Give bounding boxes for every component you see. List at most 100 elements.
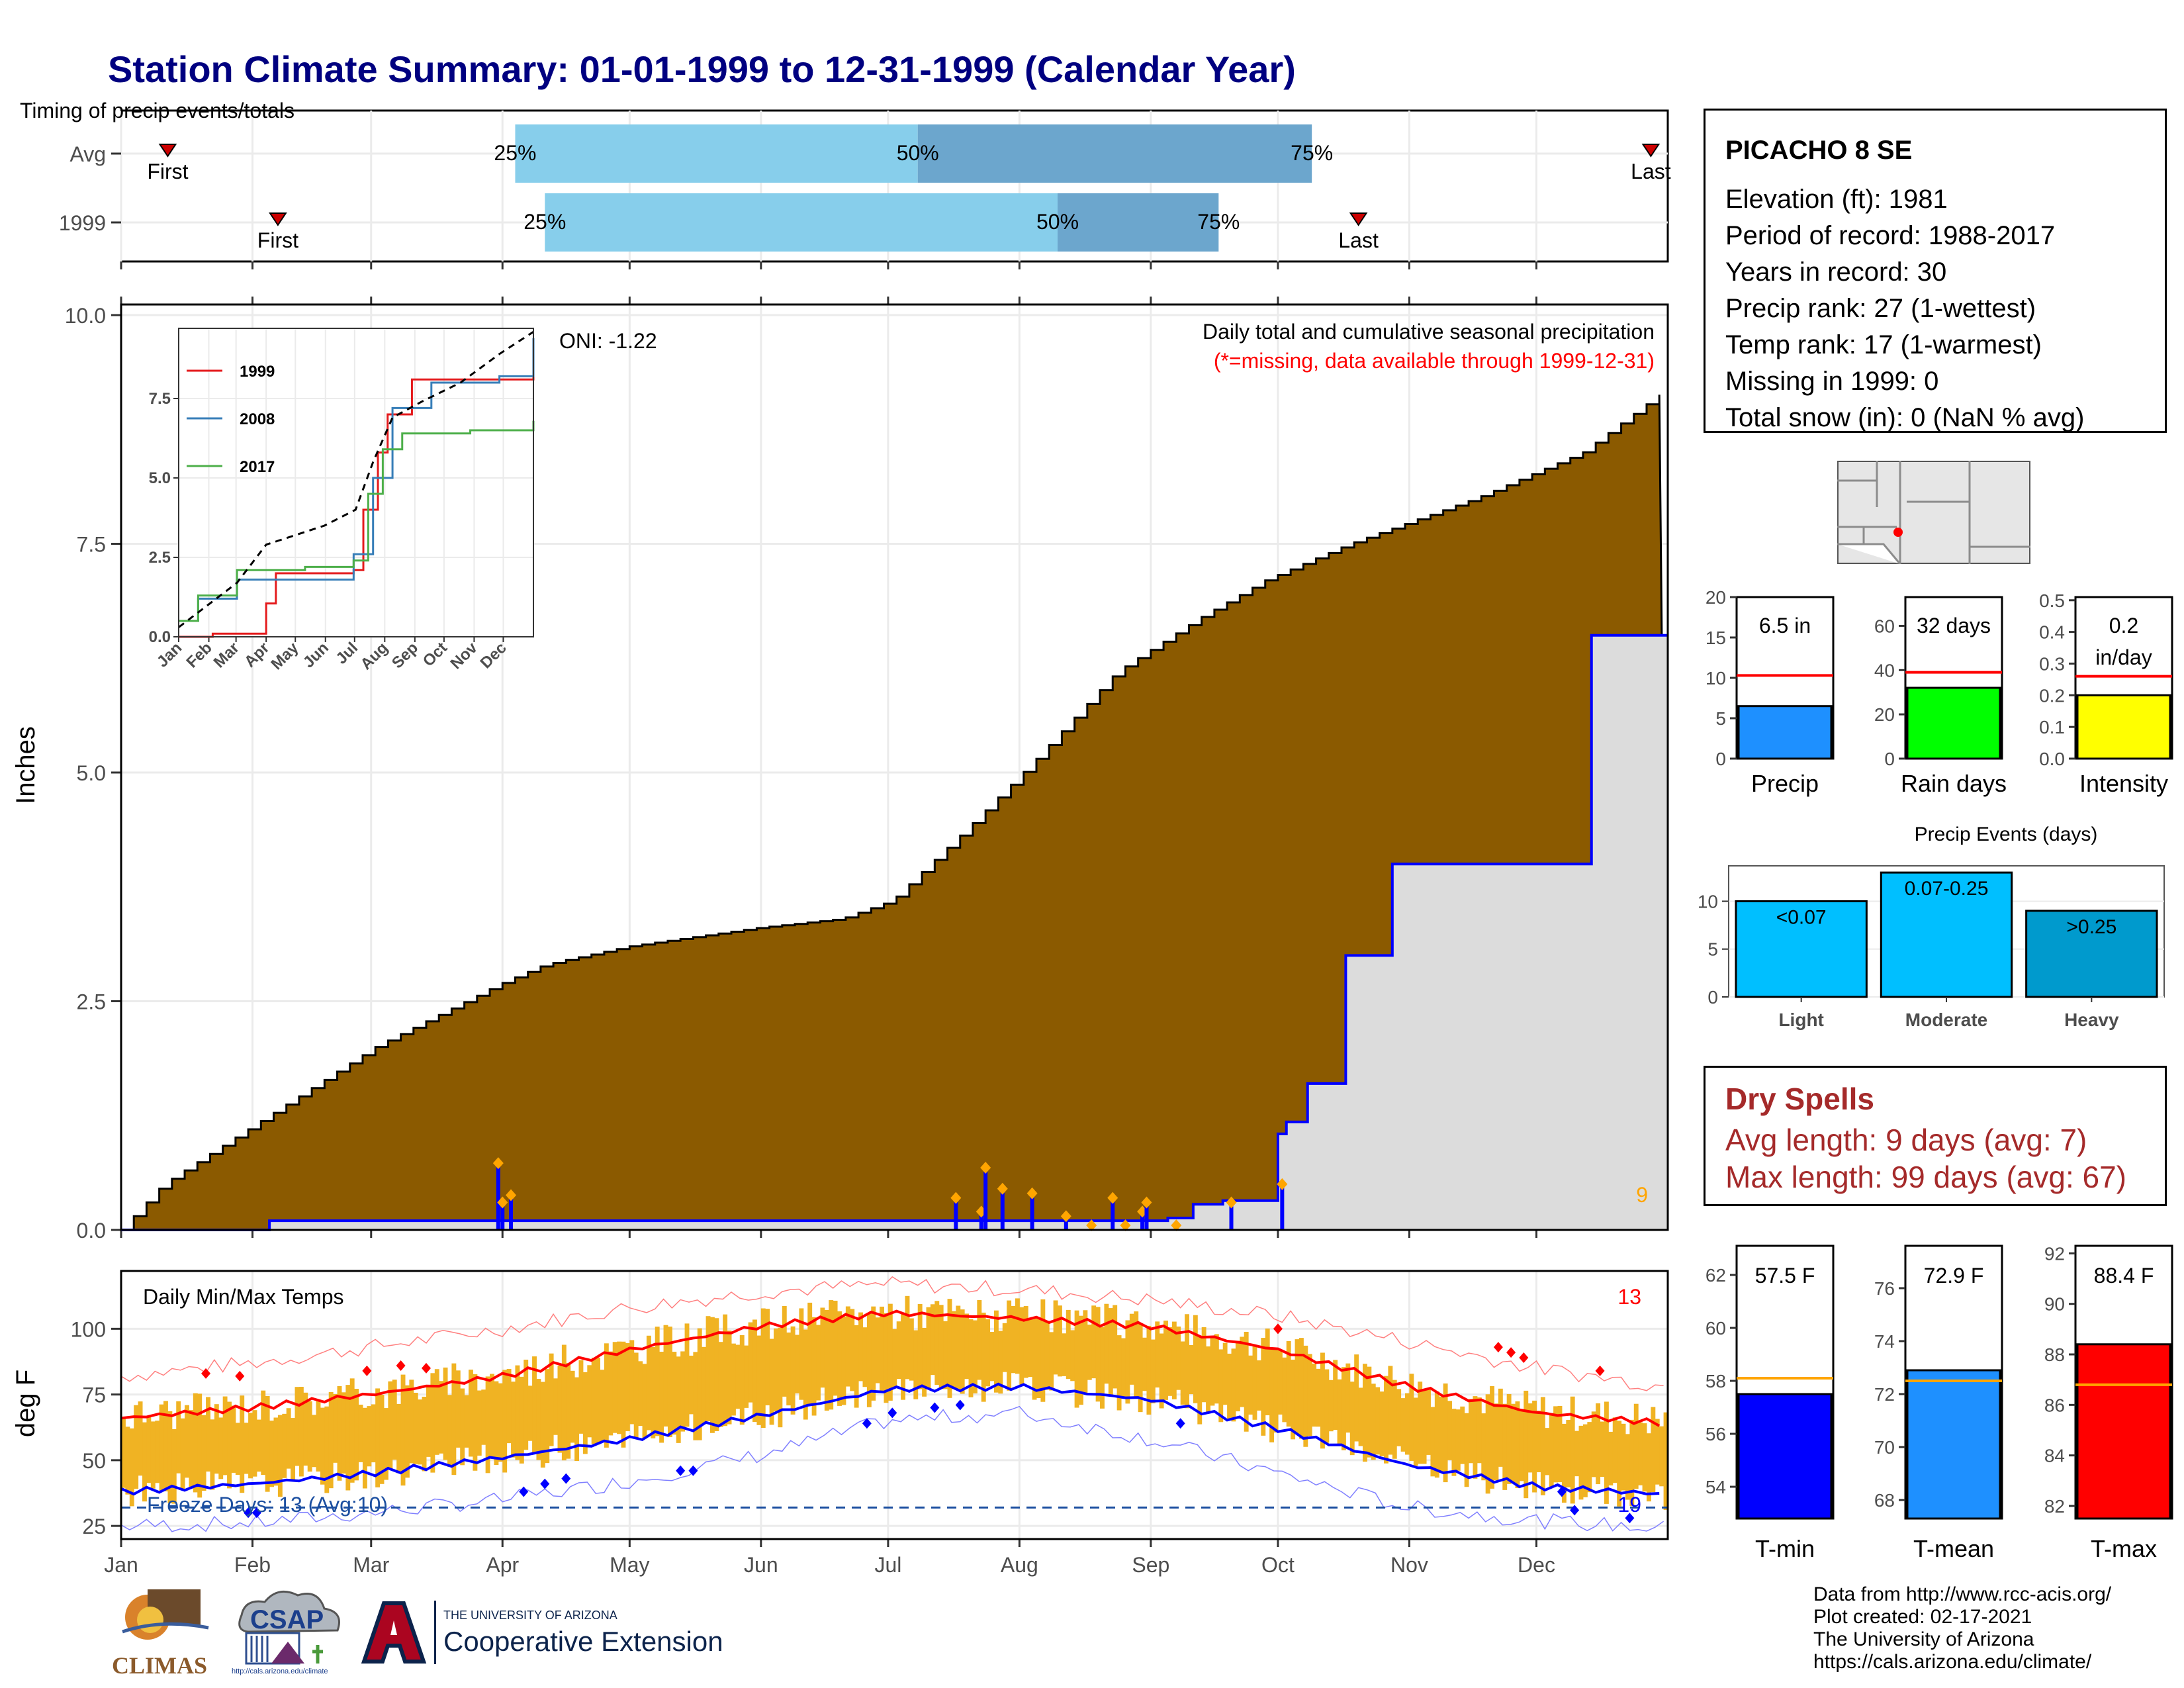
daily-temp-bar bbox=[1477, 1397, 1482, 1464]
daily-temp-bar bbox=[210, 1419, 215, 1490]
daily-temp-bar bbox=[282, 1413, 287, 1478]
daily-temp-bar bbox=[506, 1368, 512, 1444]
daily-temp-bar bbox=[1070, 1330, 1075, 1382]
tmin-category-label: T-min bbox=[1755, 1535, 1815, 1562]
events-y-tick-label: 0 bbox=[1707, 987, 1718, 1008]
daily-temp-bar bbox=[261, 1390, 266, 1476]
daily-temp-bar bbox=[1494, 1403, 1499, 1481]
daily-temp-bar bbox=[434, 1369, 439, 1455]
daily-temp-bar bbox=[167, 1411, 173, 1504]
daily-temp-bar bbox=[307, 1401, 312, 1472]
precip-total-y-tick-label: 0 bbox=[1715, 749, 1726, 769]
precip-total-value-label: 6.5 in bbox=[1759, 614, 1811, 637]
daily-temp-bar bbox=[523, 1359, 529, 1450]
daily-precip-marker bbox=[1060, 1210, 1071, 1223]
record-low-marker bbox=[676, 1465, 686, 1476]
daily-temp-bar bbox=[1104, 1303, 1109, 1384]
daily-temp-bar bbox=[439, 1381, 444, 1454]
daily-temp-bar bbox=[485, 1376, 490, 1474]
daily-temp-bar bbox=[171, 1429, 177, 1504]
location-map bbox=[1837, 461, 2030, 564]
precip-y-tick-label: 0.0 bbox=[77, 1219, 106, 1243]
daily-temp-bar bbox=[1659, 1426, 1664, 1487]
daily-precip-marker bbox=[497, 1196, 508, 1209]
daily-temp-bar bbox=[887, 1303, 893, 1401]
daily-temp-bar bbox=[1604, 1401, 1609, 1504]
daily-temp-bar bbox=[977, 1300, 982, 1380]
daily-temp-bar bbox=[1129, 1313, 1134, 1385]
daily-temp-bar bbox=[1358, 1387, 1363, 1446]
daily-temp-bar bbox=[981, 1312, 986, 1402]
daily-temp-bar bbox=[765, 1309, 770, 1405]
daily-temp-bar bbox=[824, 1309, 829, 1411]
daily-temp-bar bbox=[1218, 1349, 1224, 1423]
daily-precip-marker bbox=[1141, 1196, 1152, 1209]
daily-temp-bar bbox=[659, 1352, 664, 1443]
daily-temp-bar bbox=[1125, 1320, 1130, 1404]
daily-temp-bar bbox=[778, 1327, 783, 1428]
daily-temp-bar bbox=[709, 1317, 715, 1433]
daily-temp-bar bbox=[1545, 1428, 1550, 1476]
daily-temp-bar bbox=[1557, 1405, 1563, 1483]
daily-temp-bar bbox=[1400, 1398, 1406, 1452]
daily-temp-bar bbox=[333, 1394, 338, 1463]
tmax-category-label: T-max bbox=[2091, 1535, 2157, 1562]
daily-temp-bar bbox=[362, 1407, 367, 1489]
daily-temp-bar bbox=[884, 1313, 889, 1403]
cumulative-precip-chart: 0.0 2.5 5.0 7.5 10.0 Daily total and cumulati… bbox=[11, 297, 1669, 1243]
daily-temp-bar bbox=[527, 1385, 533, 1441]
daily-temp-bar bbox=[1312, 1364, 1317, 1427]
daily-temp-bar bbox=[1277, 1349, 1283, 1415]
daily-temp-bar bbox=[1171, 1321, 1177, 1399]
daily-precip-bar bbox=[983, 1168, 988, 1230]
tmin-y-tick-label: 54 bbox=[1706, 1477, 1726, 1497]
daily-temp-bar bbox=[1015, 1298, 1020, 1374]
intensity-bar bbox=[2076, 694, 2171, 760]
daily-temp-bar bbox=[1040, 1299, 1046, 1402]
daily-temp-bar bbox=[1282, 1357, 1287, 1423]
station-years: Years in record: 30 bbox=[1725, 258, 1947, 287]
oni-annotation: ONI: -1.22 bbox=[559, 329, 657, 353]
timing-bar-50-75 bbox=[1058, 193, 1219, 252]
daily-temp-bar bbox=[625, 1343, 630, 1432]
daily-temp-bar bbox=[880, 1306, 884, 1393]
daily-temp-bar bbox=[1240, 1336, 1245, 1407]
temp-month-label: Jul bbox=[874, 1553, 901, 1577]
record-low-marker bbox=[1625, 1513, 1635, 1524]
daily-temp-bar bbox=[494, 1381, 499, 1466]
timing-last-marker bbox=[1349, 212, 1368, 226]
daily-temp-bar bbox=[1197, 1335, 1203, 1425]
daily-temp-bar bbox=[667, 1327, 672, 1438]
daily-temp-bar bbox=[244, 1423, 249, 1474]
events-bar-light bbox=[1735, 900, 1868, 998]
daily-temp-bar bbox=[1155, 1321, 1160, 1388]
daily-temp-bar bbox=[295, 1387, 300, 1466]
daily-temp-bar bbox=[349, 1378, 355, 1483]
daily-temp-bar bbox=[206, 1397, 210, 1472]
daily-temp-bar bbox=[1231, 1348, 1236, 1422]
daily-temp-bar bbox=[608, 1351, 614, 1436]
daily-temp-bar bbox=[845, 1306, 850, 1387]
daily-temp-bar bbox=[443, 1367, 448, 1460]
daily-temp-bar bbox=[1473, 1396, 1478, 1479]
daily-temp-bar bbox=[570, 1370, 575, 1443]
events-chart-title: Precip Events (days) bbox=[1915, 823, 2098, 845]
temp-y-tick-label: 50 bbox=[82, 1449, 106, 1473]
daily-temp-bar bbox=[1058, 1305, 1062, 1377]
daily-temp-bar bbox=[1185, 1314, 1189, 1409]
daily-temp-bar bbox=[214, 1404, 219, 1474]
daily-temp-bar bbox=[430, 1373, 435, 1473]
normal-cumulative-area bbox=[121, 395, 1669, 1231]
daily-temp-bar bbox=[1333, 1360, 1338, 1430]
intensity-unit-label: in/day bbox=[2095, 645, 2152, 669]
daily-temp-bar bbox=[612, 1342, 617, 1433]
daily-temp-bar bbox=[1328, 1380, 1334, 1432]
inset-legend-label-1999: 1999 bbox=[240, 363, 275, 381]
daily-temp-bar bbox=[998, 1331, 1003, 1394]
tmax-y-tick-label: 84 bbox=[2044, 1446, 2065, 1466]
temp-month-label: Feb bbox=[234, 1553, 271, 1577]
daily-temp-bar bbox=[409, 1380, 414, 1464]
daily-temp-bar bbox=[1074, 1310, 1079, 1408]
daily-temp-bar bbox=[383, 1408, 388, 1480]
daily-temp-bar bbox=[633, 1352, 639, 1439]
